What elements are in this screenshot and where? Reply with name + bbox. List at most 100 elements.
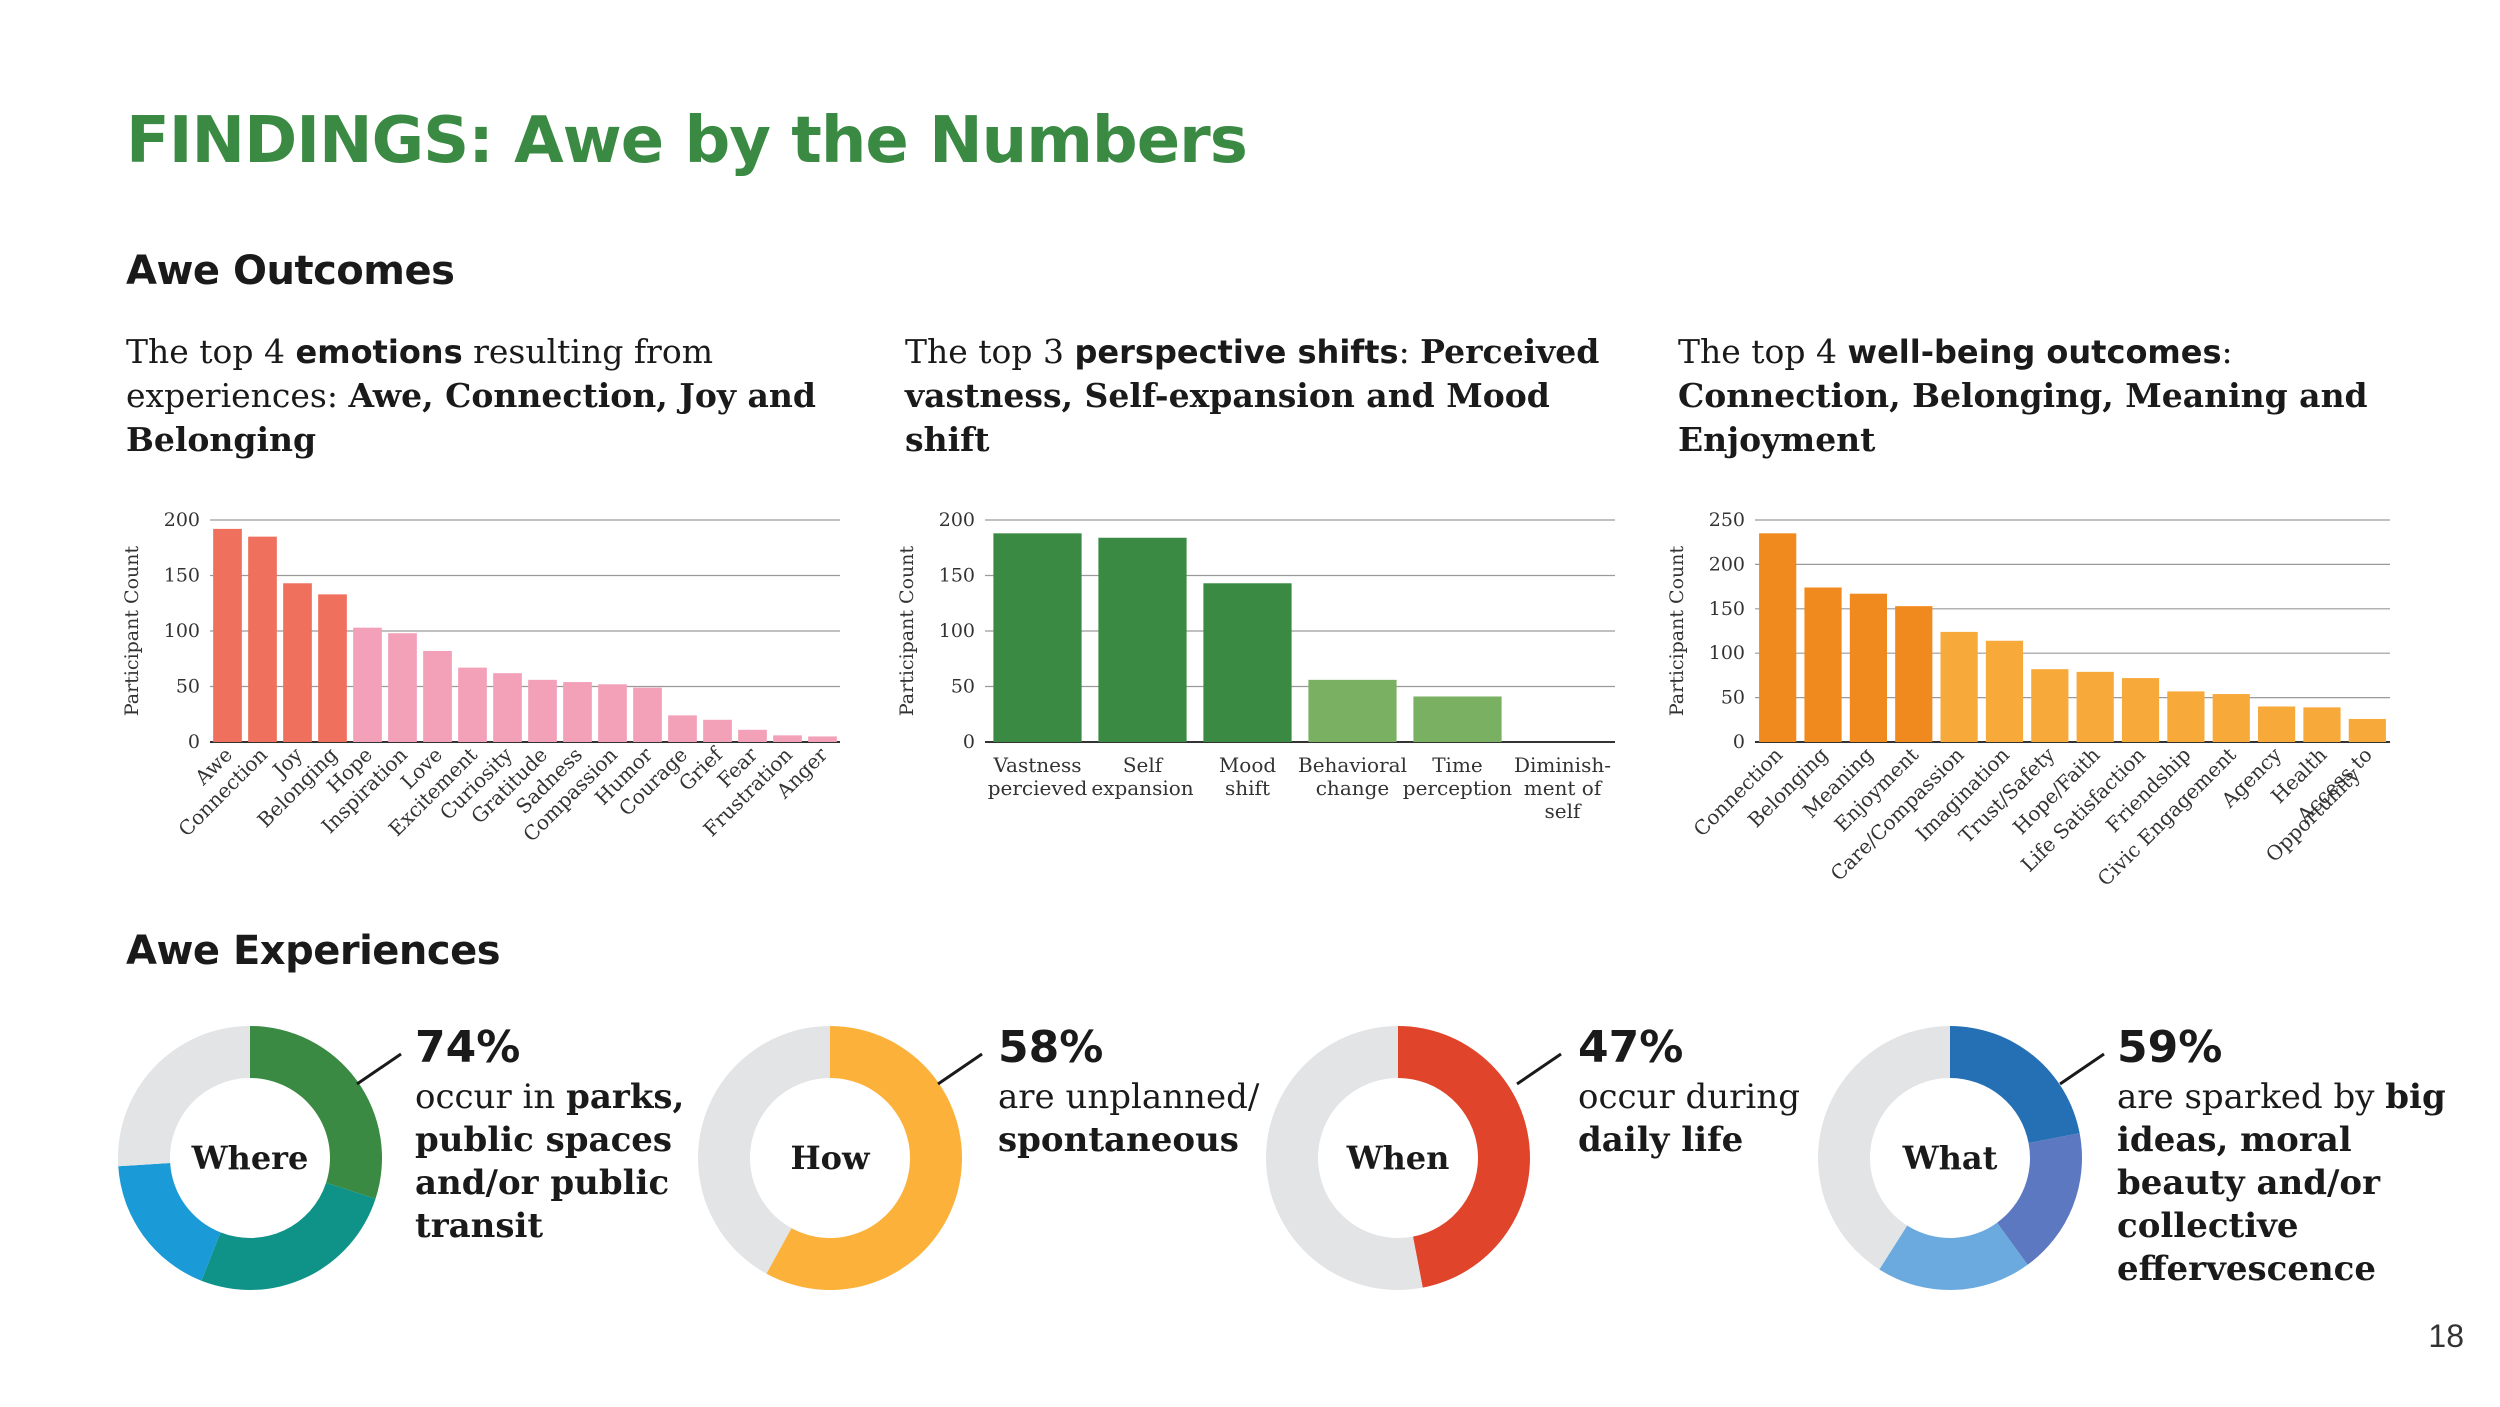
y-tick-label: 200: [164, 509, 200, 531]
y-tick-label: 200: [939, 509, 975, 531]
what-description: are sparked by big ideas, moral beauty a…: [2117, 1076, 2447, 1291]
how-text-bold: spontaneous: [998, 1120, 1239, 1160]
bar: [2258, 706, 2296, 742]
y-axis-label: Participant Count: [1666, 546, 1688, 717]
x-tick-label: change: [1316, 776, 1390, 800]
donut-segment: [698, 1026, 830, 1274]
donut-center-label: How: [790, 1139, 871, 1177]
bar: [993, 533, 1082, 742]
where-donut-chart: Where: [118, 1026, 382, 1290]
description-keyword: perspective shifts: [1074, 333, 1399, 371]
bar: [1804, 587, 1842, 742]
bar: [1849, 593, 1887, 742]
when-text-bold: daily life: [1578, 1120, 1744, 1160]
x-tick-label: expansion: [1091, 776, 1193, 800]
description-list: Awe, Connection, Joy and Belonging: [126, 376, 816, 459]
donut-segment: [118, 1026, 250, 1167]
y-axis-label: Participant Count: [896, 546, 918, 717]
x-tick-label: Behavioral: [1298, 753, 1407, 777]
donut-segment: [1398, 1026, 1531, 1288]
x-tick-label: perception: [1403, 776, 1513, 800]
description-well-being: The top 4 well-being outcomes: Connectio…: [1678, 330, 2418, 462]
description-text: The top 3: [905, 332, 1075, 371]
bar: [1413, 696, 1502, 742]
description-list: Connection, Belonging, Meaning and Enjoy…: [1678, 376, 2368, 459]
bar: [2212, 694, 2250, 742]
y-axis-label: Participant Count: [121, 546, 143, 717]
where-description: occur in parks, public spaces and/or pub…: [415, 1076, 735, 1248]
x-tick-label: Vastness: [992, 753, 1081, 777]
how-text: are unplanned/: [998, 1077, 1260, 1117]
description-text: :: [2221, 332, 2233, 371]
y-tick-label: 100: [164, 620, 200, 642]
description-keyword: well-being outcomes: [1847, 333, 2222, 371]
donut-segment: [766, 1026, 962, 1290]
donut-segment: [1950, 1026, 2080, 1144]
bar: [2031, 669, 2069, 742]
bar: [1895, 606, 1933, 742]
description-text: The top 4: [126, 332, 296, 371]
description-list: Perceived vastness, Self-expansion and M…: [905, 332, 1600, 459]
y-tick-label: 50: [176, 676, 200, 698]
section-title-outcomes: Awe Outcomes: [126, 248, 455, 294]
callout-line: [1516, 1052, 1562, 1086]
bar: [2167, 691, 2205, 742]
y-tick-label: 250: [1709, 509, 1745, 531]
y-tick-label: 50: [1721, 687, 1745, 709]
bar: [1985, 640, 2024, 742]
description-perspective-shifts: The top 3 perspective shifts: Perceived …: [905, 330, 1645, 462]
bar: [318, 594, 347, 742]
bar: [388, 633, 417, 742]
what-percent: 59%: [2117, 1022, 2223, 1073]
y-tick-label: 0: [188, 731, 200, 753]
bar: [2121, 678, 2160, 742]
what-text: are sparked by: [2117, 1077, 2375, 1117]
when-donut-chart: When: [1266, 1026, 1531, 1290]
where-text-bold: parks, public spaces and/or public trans…: [415, 1077, 685, 1246]
bar: [423, 650, 452, 742]
where-percent: 74%: [415, 1022, 521, 1073]
bar: [2076, 671, 2114, 742]
perspective-shifts-bar-chart: Participant Count050100150200Vastnessper…: [896, 509, 1615, 823]
y-tick-label: 150: [939, 565, 975, 587]
donut-segment: [1997, 1133, 2082, 1265]
callout-line: [937, 1052, 983, 1086]
donut-segment: [1266, 1026, 1423, 1290]
bar: [668, 715, 697, 742]
x-tick-label: self: [1545, 799, 1582, 823]
bar: [1098, 537, 1187, 742]
y-tick-label: 100: [1709, 642, 1745, 664]
what-text-bold: big ideas, moral beauty and/or collectiv…: [2117, 1077, 2446, 1289]
donut-segment: [1879, 1222, 2028, 1290]
bar: [528, 679, 557, 742]
y-tick-label: 100: [939, 620, 975, 642]
page-title: FINDINGS: Awe by the Numbers: [126, 104, 1248, 178]
x-tick-label: Self: [1123, 753, 1164, 777]
x-tick-label: percieved: [988, 776, 1088, 800]
x-tick-label: Diminish-: [1514, 753, 1611, 777]
x-tick-label: Mood: [1219, 753, 1277, 777]
x-tick-label: Time: [1432, 753, 1483, 777]
description-emotions: The top 4 emotions resulting from experi…: [126, 330, 866, 462]
how-donut-chart: How: [698, 1026, 962, 1290]
bar: [703, 719, 732, 742]
bar: [633, 687, 662, 742]
page-number: 18: [2428, 1318, 2464, 1354]
description-text: resulting from experiences:: [126, 332, 713, 415]
donut-center-label: What: [1902, 1139, 1998, 1177]
donut-segment: [201, 1182, 376, 1290]
bar: [458, 667, 487, 742]
bar: [2348, 718, 2386, 742]
bar: [563, 682, 592, 742]
y-tick-label: 0: [963, 731, 975, 753]
how-description: are unplanned/ spontaneous: [998, 1076, 1318, 1162]
where-text: occur in: [415, 1077, 556, 1117]
bar: [738, 729, 767, 742]
y-tick-label: 150: [164, 565, 200, 587]
x-tick-label: shift: [1225, 776, 1270, 800]
what-donut-chart: What: [1818, 1026, 2082, 1290]
when-description: occur during daily life: [1578, 1076, 1898, 1162]
y-tick-label: 200: [1709, 553, 1745, 575]
donut-center-label: Where: [191, 1139, 309, 1177]
well-being-bar-chart: Participant Count050100150200250Connecti…: [1666, 509, 2390, 891]
